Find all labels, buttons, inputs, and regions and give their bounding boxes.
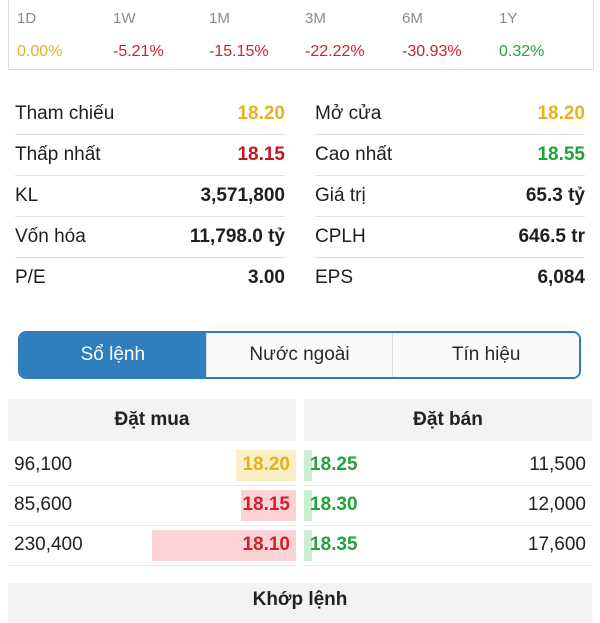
stat-pe: P/E 3.00 — [15, 258, 285, 299]
stat-value: 6,084 — [537, 267, 585, 288]
sell-price: 18.30 — [310, 494, 358, 515]
buy-volume: 230,400 — [14, 534, 83, 555]
stat-label: Cao nhất — [315, 144, 393, 165]
stat-value: 18.20 — [237, 103, 285, 124]
sell-price: 18.25 — [310, 454, 358, 475]
stat-value: 18.55 — [537, 144, 585, 165]
sell-volume: 12,000 — [527, 494, 586, 515]
stat-value: 646.5 tr — [518, 226, 585, 247]
buy-depth-bar — [152, 530, 296, 561]
stat-shares-outstanding: CPLH 646.5 tr — [315, 217, 585, 258]
tab-order-book[interactable]: Sổ lệnh — [20, 333, 206, 377]
sell-depth-bar — [304, 450, 312, 481]
stat-eps: EPS 6,084 — [315, 258, 585, 299]
stat-open-price: Mở cửa 18.20 — [315, 94, 585, 135]
perf-period-label: 3M — [305, 10, 326, 27]
tab-signals[interactable]: Tín hiệu — [392, 333, 579, 377]
buy-orders-header: Đặt mua — [8, 399, 296, 441]
stat-label: Mở cửa — [315, 103, 382, 124]
matched-orders-header: Khớp lệnh — [8, 583, 592, 623]
sell-order-row: 18.30 12,000 — [304, 486, 592, 526]
perf-change-value: 0.00% — [17, 43, 63, 60]
stat-reference-price: Tham chiếu 18.20 — [15, 94, 285, 135]
stat-value-traded: Giá trị 65.3 tỷ — [315, 176, 585, 217]
perf-change-value: -30.93% — [402, 43, 462, 60]
buy-order-row: 230,400 18.10 — [8, 526, 296, 566]
sell-volume: 11,500 — [529, 454, 586, 475]
perf-period-label: 1M — [209, 10, 230, 27]
stat-value: 18.15 — [237, 144, 285, 165]
perf-change-value: -22.22% — [305, 43, 365, 60]
buy-price: 18.15 — [242, 494, 290, 515]
stat-label: Giá trị — [315, 185, 366, 206]
stat-value: 18.20 — [537, 103, 585, 124]
tab-foreign[interactable]: Nước ngoài — [205, 333, 393, 377]
buy-order-row: 96,100 18.20 — [8, 446, 296, 486]
perf-period-label: 1W — [113, 10, 136, 27]
buy-volume: 85,600 — [14, 494, 73, 515]
buy-price: 18.20 — [242, 454, 290, 475]
perf-period-label: 1D — [17, 10, 37, 27]
stat-label: Vốn hóa — [15, 226, 86, 247]
segmented-tabs: Sổ lệnh Nước ngoài Tín hiệu — [18, 331, 581, 379]
perf-change-value: -15.15% — [209, 43, 269, 60]
buy-depth-bar — [241, 490, 296, 521]
sell-price: 18.35 — [310, 534, 358, 555]
stat-label: Thấp nhất — [15, 144, 101, 165]
stat-volume: KL 3,571,800 — [15, 176, 285, 217]
buy-depth-bar — [236, 450, 296, 481]
perf-period-label: 1Y — [499, 10, 518, 27]
buy-price: 18.10 — [242, 534, 290, 555]
sell-depth-bar — [304, 530, 312, 561]
performance-strip: 1D 0.00% 1W -5.21% 1M -15.15% 3M -22.22%… — [8, 0, 594, 70]
sell-order-row: 18.25 11,500 — [304, 446, 592, 486]
stat-value: 3,571,800 — [200, 185, 285, 206]
stat-label: P/E — [15, 267, 46, 288]
stat-label: KL — [15, 185, 39, 206]
stat-high-price: Cao nhất 18.55 — [315, 135, 585, 176]
buy-order-row: 85,600 18.15 — [8, 486, 296, 526]
stat-market-cap: Vốn hóa 11,798.0 tỷ — [15, 217, 285, 258]
sell-depth-bar — [304, 490, 312, 521]
sell-volume: 17,600 — [527, 534, 586, 555]
stat-low-price: Thấp nhất 18.15 — [15, 135, 285, 176]
stat-label: EPS — [315, 267, 354, 288]
stat-value: 3.00 — [248, 267, 285, 288]
buy-volume: 96,100 — [14, 454, 73, 475]
stat-value: 65.3 tỷ — [525, 185, 585, 206]
stat-value: 11,798.0 tỷ — [189, 226, 285, 247]
perf-change-value: 0.32% — [499, 43, 545, 60]
perf-period-label: 6M — [402, 10, 423, 27]
sell-orders-header: Đặt bán — [304, 399, 592, 441]
sell-order-row: 18.35 17,600 — [304, 526, 592, 566]
stat-label: Tham chiếu — [15, 103, 115, 124]
stat-label: CPLH — [315, 226, 366, 247]
perf-change-value: -5.21% — [113, 43, 164, 60]
